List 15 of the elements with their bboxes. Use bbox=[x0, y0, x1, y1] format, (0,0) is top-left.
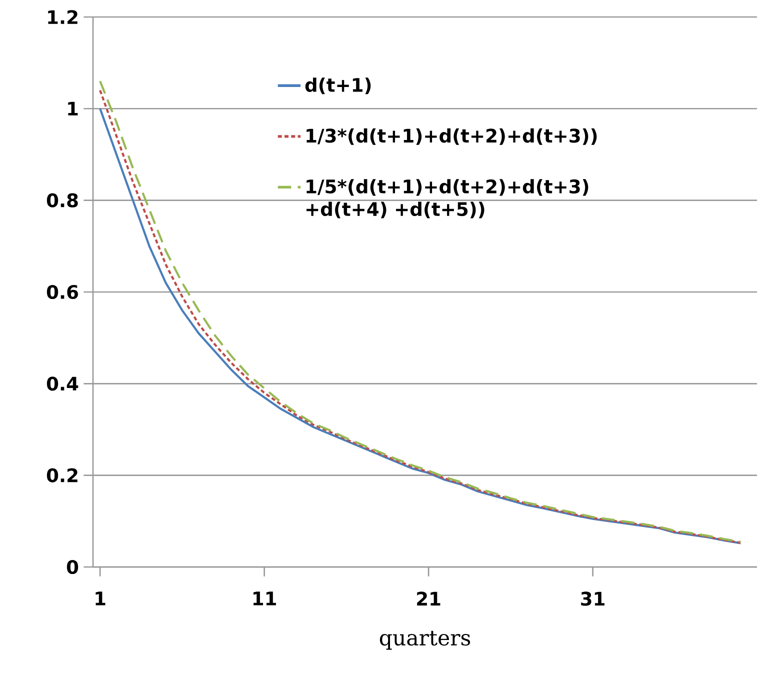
x-tick-label: 31 bbox=[581, 592, 604, 606]
y-tick-label: 0.4 bbox=[46, 376, 78, 391]
x-tick-label: 11 bbox=[253, 592, 276, 606]
legend-label: 1/3*(d(t+1)+d(t+2)+d(t+3)) bbox=[306, 128, 597, 145]
y-tick-label: 0.6 bbox=[46, 284, 78, 300]
legend-label: d(t+1) bbox=[305, 78, 371, 94]
y-tick-label: 0.2 bbox=[46, 468, 78, 482]
y-tick-label: 1.2 bbox=[48, 10, 78, 24]
x-tick-label: 21 bbox=[417, 592, 440, 606]
y-tick-label: 0.8 bbox=[46, 193, 78, 208]
x-tick-label: 1 bbox=[96, 592, 106, 606]
y-tick-label: 0 bbox=[66, 560, 78, 574]
x-axis-title: quarters bbox=[380, 630, 470, 650]
legend-label: 1/5*(d(t+1)+d(t+2)+d(t+3) +d(t+4) +d(t+5)) bbox=[306, 179, 588, 218]
y-tick-label: 1 bbox=[68, 102, 78, 116]
